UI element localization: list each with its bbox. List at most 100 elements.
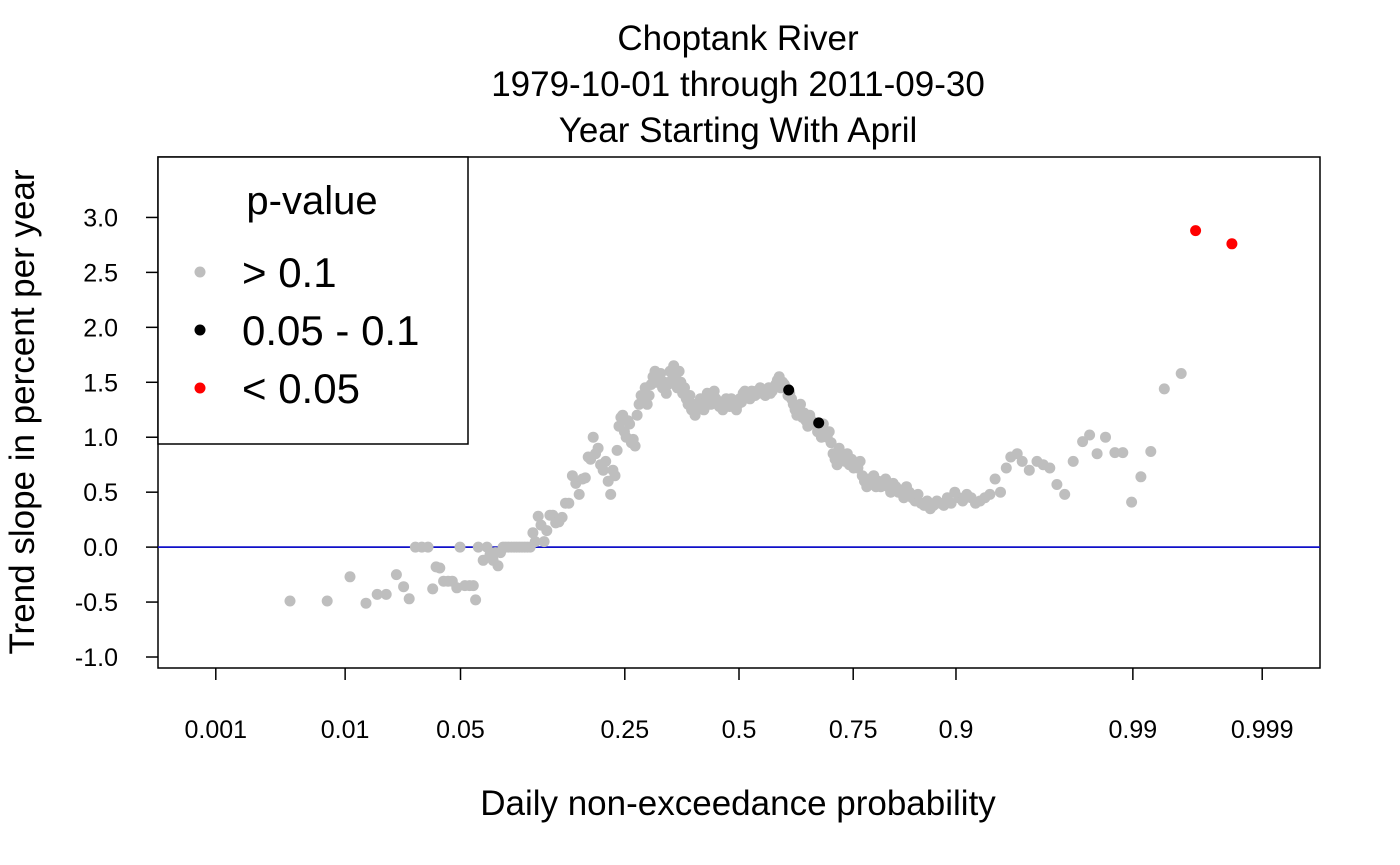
data-point [1000, 462, 1012, 474]
data-points [284, 225, 1238, 609]
data-point [371, 588, 383, 600]
data-point [995, 486, 1006, 498]
y-tick-label: 2.5 [83, 259, 118, 287]
legend-item: < 0.05 [194, 365, 360, 412]
x-axis-label: Daily non-exceedance probability [480, 784, 996, 823]
data-point [1117, 447, 1129, 459]
data-point [321, 595, 333, 607]
data-point [1158, 383, 1170, 395]
data-point [611, 444, 623, 456]
data-point [1100, 431, 1111, 443]
data-point [284, 595, 296, 607]
data-point [563, 497, 575, 509]
data-point [579, 472, 591, 484]
data-point [605, 488, 617, 500]
legend-label: > 0.1 [242, 249, 337, 296]
data-point [1067, 455, 1079, 467]
data-point [1091, 448, 1103, 460]
data-point [529, 536, 541, 548]
data-point [912, 488, 924, 500]
x-tick-label: 0.01 [321, 716, 370, 744]
legend-item: > 0.1 [194, 249, 337, 296]
data-point [679, 382, 690, 394]
data-point [470, 594, 482, 606]
data-point [660, 387, 672, 399]
data-point [945, 497, 957, 509]
data-point [434, 562, 446, 574]
title-line-1: Choptank River [617, 19, 859, 58]
data-point [403, 593, 415, 605]
data-point [380, 588, 392, 600]
data-point [592, 442, 604, 454]
y-tick-label: 2.0 [83, 314, 118, 342]
data-point [854, 455, 866, 467]
y-tick-label: 1.0 [83, 424, 118, 452]
title-line-3: Year Starting With April [559, 111, 918, 150]
data-point [492, 560, 504, 572]
data-point [398, 581, 410, 593]
x-tick-label: 0.999 [1231, 716, 1294, 744]
data-point [673, 365, 685, 377]
x-tick-label: 0.5 [722, 716, 757, 744]
data-point [655, 368, 667, 379]
x-tick-label: 0.001 [185, 716, 248, 744]
data-point [556, 511, 568, 523]
data-point [390, 569, 402, 581]
legend-title: p-value [246, 179, 377, 223]
data-point [989, 473, 1001, 485]
data-point [624, 418, 636, 430]
x-tick-label: 0.9 [939, 716, 974, 744]
chart-title: Choptank River 1979-10-01 through 2011-0… [491, 19, 985, 150]
data-point [629, 440, 641, 452]
y-tick-label: -0.5 [75, 589, 118, 617]
legend: p-value > 0.1 0.05 - 0.1 < 0.05 [157, 156, 469, 445]
legend-label: < 0.05 [242, 365, 360, 412]
data-point [641, 398, 653, 410]
data-point [823, 426, 835, 438]
series-1 [783, 384, 825, 429]
y-tick-label: 0.5 [83, 479, 118, 507]
x-tick-label: 0.05 [436, 716, 485, 744]
y-tick-label: 1.5 [83, 369, 118, 397]
y-axis-label: Trend slope in percent per year [3, 169, 42, 654]
data-point [1044, 462, 1056, 474]
data-point [587, 431, 599, 443]
data-point [1051, 479, 1063, 490]
data-point [467, 580, 479, 592]
data-point [684, 390, 696, 401]
data-point [1135, 471, 1147, 483]
data-point [1145, 446, 1157, 457]
legend-label: 0.05 - 0.1 [242, 307, 419, 354]
data-point [538, 536, 550, 548]
legend-box [157, 156, 469, 445]
legend-item: 0.05 - 0.1 [194, 307, 419, 354]
data-point [631, 409, 643, 421]
data-point [1226, 238, 1238, 250]
data-point [984, 488, 996, 500]
x-tick-label: 0.25 [600, 716, 649, 744]
data-point [825, 437, 837, 449]
data-point [573, 488, 585, 500]
x-tick-label: 0.75 [829, 716, 878, 744]
y-tick-label: 3.0 [83, 204, 118, 232]
y-tick-label: -1.0 [75, 644, 118, 672]
data-point [1059, 488, 1071, 500]
data-point [1126, 496, 1138, 508]
data-point [1016, 455, 1028, 467]
data-point [597, 464, 609, 476]
data-point [1109, 447, 1121, 459]
data-point [1077, 436, 1089, 448]
data-point [454, 541, 466, 553]
data-point [1175, 368, 1187, 379]
data-point [609, 470, 621, 482]
y-tick-label: 0.0 [83, 534, 118, 562]
title-line-2: 1979-10-01 through 2011-09-30 [491, 65, 985, 104]
data-point [541, 525, 553, 537]
data-point [344, 571, 356, 583]
data-point [783, 384, 795, 396]
x-axis: 0.001 0.01 0.05 0.25 0.5 0.75 0.9 0.99 0.999 [185, 668, 1294, 744]
data-point [427, 583, 439, 595]
series-2 [1190, 225, 1238, 250]
legend-marker [194, 266, 206, 278]
